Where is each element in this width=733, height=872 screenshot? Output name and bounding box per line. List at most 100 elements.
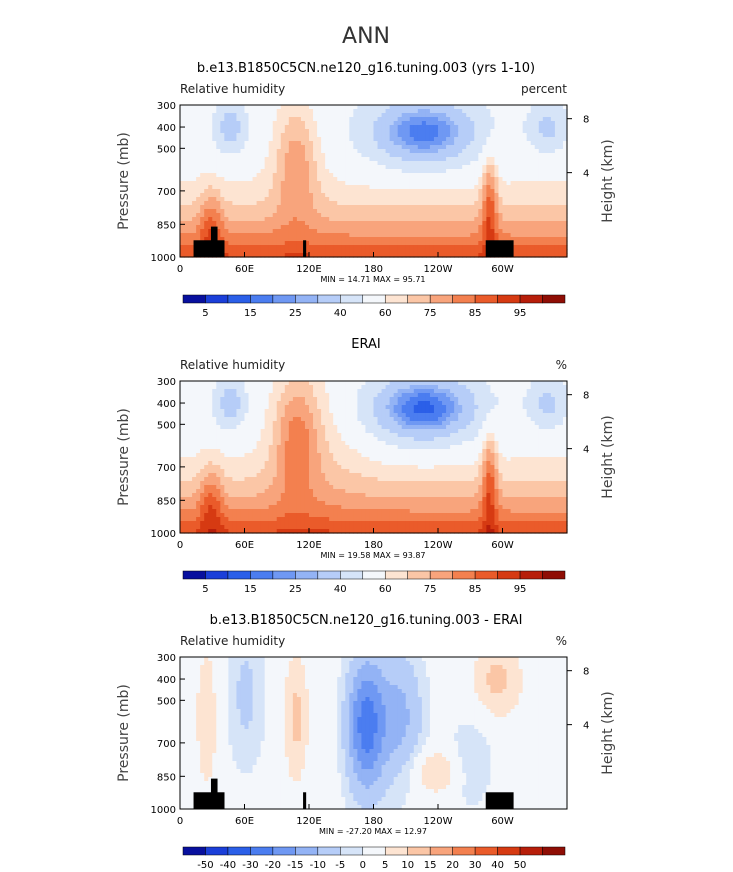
contour-cell: [244, 425, 250, 430]
contour-cell: [498, 193, 504, 198]
contour-cell: [216, 161, 221, 166]
contour-cell: [550, 381, 556, 386]
contour-cell: [341, 185, 346, 190]
contour-cell: [369, 181, 375, 186]
contour-cell: [510, 237, 516, 242]
contour-cell: [470, 113, 475, 118]
contour-cell: [276, 241, 282, 246]
contour-cell: [296, 245, 302, 250]
contour-cell: [244, 117, 250, 122]
contour-cell: [478, 413, 483, 418]
contour-cell: [357, 137, 363, 142]
contour-cell: [276, 249, 282, 254]
contour-cell: [494, 397, 500, 402]
contour-cell: [184, 169, 189, 174]
contour-cell: [429, 165, 435, 170]
contour-cell: [490, 413, 496, 418]
contour-cell: [385, 201, 391, 206]
contour-cell: [498, 113, 504, 118]
contour-cell: [558, 161, 564, 166]
contour-cell: [236, 161, 242, 166]
contour-cell: [550, 133, 556, 138]
contour-cell: [216, 173, 221, 178]
contour-cell: [377, 193, 383, 198]
contour-cell: [280, 193, 286, 198]
contour-cell: [381, 397, 387, 402]
contour-cell: [300, 165, 306, 170]
contour-cell: [494, 109, 500, 114]
contour-cell: [317, 409, 322, 414]
contour-cell: [442, 169, 447, 174]
contour-cell: [192, 165, 197, 170]
contour-cell: [232, 389, 238, 394]
contour-cell: [538, 197, 544, 202]
contour-cell: [462, 225, 467, 230]
contour-cell: [212, 405, 217, 410]
colorbar-tick-label: 85: [469, 308, 482, 319]
contour-cell: [542, 381, 548, 386]
contour-cell: [325, 253, 330, 258]
contour-cell: [325, 125, 330, 130]
contour-cell: [538, 233, 544, 238]
contour-cell: [506, 381, 512, 386]
contour-cell: [268, 161, 274, 166]
contour-cell: [482, 401, 487, 406]
contour-cell: [377, 169, 383, 174]
contour-cell: [240, 169, 246, 174]
contour-cell: [417, 117, 423, 122]
contour-cell: [542, 401, 548, 406]
contour-cell: [188, 149, 193, 154]
contour-cell: [228, 393, 234, 398]
contour-cell: [192, 161, 197, 166]
contour-cell: [413, 193, 419, 198]
contour-cell: [546, 161, 552, 166]
contour-cell: [482, 397, 487, 402]
contour-cell: [494, 409, 500, 414]
contour-cell: [405, 185, 411, 190]
contour-cell: [337, 425, 342, 430]
contour-cell: [208, 117, 213, 122]
contour-cell: [438, 173, 443, 178]
contour-cell: [196, 145, 201, 150]
contour-cell: [542, 413, 548, 418]
contour-cell: [433, 245, 439, 250]
contour-cell: [304, 125, 310, 130]
colorbar-swatch: [362, 294, 386, 304]
contour-cell: [317, 389, 322, 394]
contour-cell: [272, 121, 278, 126]
contour-cell: [208, 161, 213, 166]
contour-cell: [425, 241, 431, 246]
contour-cell: [405, 397, 411, 402]
contour-cell: [264, 109, 270, 114]
contour-cell: [514, 113, 520, 118]
contour-cell: [204, 149, 209, 154]
contour-cell: [417, 113, 423, 118]
contour-cell: [454, 249, 459, 254]
contour-cell: [514, 389, 520, 394]
contour-cell: [462, 193, 467, 198]
contour-cell: [409, 145, 415, 150]
contour-cell: [462, 245, 467, 250]
contour-cell: [494, 189, 500, 194]
contour-cell: [280, 165, 286, 170]
contour-cell: [421, 429, 427, 434]
contour-cell: [534, 137, 540, 142]
contour-cell: [224, 133, 229, 138]
contour-cell: [329, 417, 334, 422]
contour-cell: [349, 109, 354, 114]
contour-cell: [377, 245, 383, 250]
contour-cell: [272, 417, 278, 422]
contour-cell: [466, 209, 471, 214]
contour-cell: [212, 105, 217, 110]
contour-cell: [228, 125, 234, 130]
contour-cell: [309, 421, 314, 426]
contour-cell: [361, 233, 367, 238]
contour-cell: [442, 409, 447, 414]
contour-cell: [474, 173, 479, 178]
contour-cell: [236, 233, 242, 238]
contour-cell: [417, 225, 423, 230]
contour-cell: [518, 229, 524, 234]
contour-cell: [470, 205, 475, 210]
contour-cell: [425, 237, 431, 242]
contour-cell: [454, 157, 459, 162]
